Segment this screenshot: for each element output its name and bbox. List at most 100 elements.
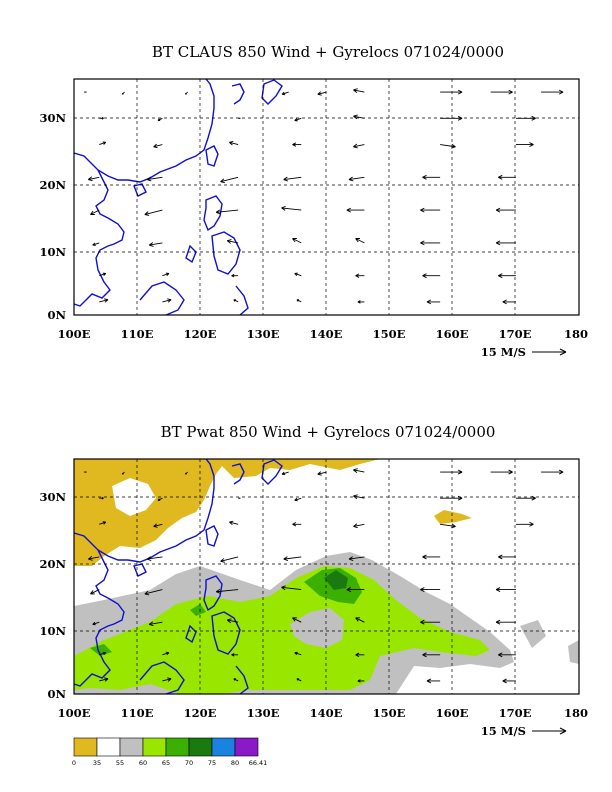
coastline-taiwan [205, 145, 219, 167]
wind-arrow [99, 272, 107, 277]
wind-arrow [215, 588, 239, 594]
wind-arrow [148, 621, 163, 627]
wind-arrow [495, 240, 516, 246]
wind-arrow [162, 272, 170, 277]
wind-arrow [498, 174, 516, 180]
wind-arrow [90, 209, 100, 215]
coastline-asia [74, 79, 215, 183]
colorbar-tick-label: 35 [93, 759, 101, 767]
x-tick-label: 100E [58, 327, 91, 341]
wind-arrow [281, 205, 302, 211]
x-tick-label: 120E [184, 327, 217, 341]
coastline-layer [74, 459, 283, 694]
wind-arrow [157, 497, 163, 501]
wind-arrow [144, 589, 163, 596]
wind-arrow [422, 554, 441, 560]
colorbar-tick-label: 55 [116, 759, 124, 767]
wind-vectors [84, 468, 564, 684]
wind-arrow [99, 521, 107, 525]
pwat-fill-green-light-hole [290, 608, 344, 648]
x-tick-label: 180 [564, 327, 588, 341]
wind-arrow [146, 176, 163, 182]
wind-arrow [84, 471, 87, 473]
wind-arrow [220, 176, 239, 184]
wind-arrow [502, 299, 516, 305]
colorbar-swatch [234, 737, 259, 757]
colorbar-swatch [142, 737, 167, 757]
wind-arrow [355, 238, 365, 244]
wind-arrow [490, 469, 513, 475]
wind-arrow [296, 678, 302, 682]
chart-title: BT CLAUS 850 Wind + Gyrelocs 071024/0000 [152, 43, 504, 61]
wind-arrow [229, 141, 239, 146]
wind-arrow [541, 469, 564, 475]
colorbar-tick-label: 66.41 [249, 759, 268, 767]
wind-arrow [440, 523, 456, 529]
wind-arrow [515, 142, 534, 147]
y-tick-label: 0N [47, 687, 66, 701]
coastline-borneo [139, 661, 249, 694]
wind-arrow [502, 678, 516, 684]
colorbar-tick-label: 65 [162, 759, 170, 767]
wind-arrow [420, 207, 441, 213]
colorbar-tick-label: 75 [208, 759, 216, 767]
reference-arrow-head [559, 727, 567, 735]
wind-arrow [184, 91, 188, 95]
wind-arrow [281, 91, 289, 96]
wind-arrow [226, 239, 239, 244]
pwat-fill-dry-patch [434, 510, 472, 524]
wind-arrow [231, 653, 239, 657]
wind-arrow [426, 299, 441, 305]
wind-arrow [144, 209, 163, 216]
wind-arrow [357, 679, 365, 683]
x-tick-label: 150E [373, 327, 406, 341]
reference-vector: 15 M/S [481, 724, 567, 738]
wind-arrow [495, 587, 516, 592]
wind-arrow [215, 209, 239, 215]
wind-arrow [317, 91, 327, 96]
wind-arrow [184, 471, 188, 475]
wind-arrow [148, 242, 163, 247]
x-tick-label: 130E [247, 706, 280, 720]
coastline-korea-japan [231, 459, 283, 485]
wind-arrow [422, 174, 441, 180]
pwat-fill-dry [74, 459, 380, 566]
colorbar-swatch [188, 737, 213, 757]
wind-arrow [99, 496, 104, 500]
colorbar: 0 35 55 60 65 70 75 80 66.41 [72, 737, 268, 767]
panel-claus-wind: BT CLAUS 850 Wind + Gyrelocs 071024/0000 [39, 43, 588, 359]
wind-arrow [233, 299, 239, 303]
y-tick-label: 10N [39, 624, 66, 638]
colorbar-tick-label: 0 [72, 759, 76, 767]
y-axis: 30N 20N 10N 0N [39, 490, 66, 701]
x-tick-label: 160E [436, 327, 469, 341]
colorbar-swatch [73, 737, 98, 757]
wind-arrow [498, 554, 516, 560]
y-tick-label: 20N [39, 178, 66, 192]
wind-arrow [92, 621, 100, 626]
coastline-luzon [203, 575, 223, 612]
wind-arrow [226, 618, 239, 624]
wind-arrow [87, 176, 100, 182]
x-tick-label: 160E [436, 706, 469, 720]
wind-arrow [420, 619, 441, 625]
wind-vectors [84, 88, 564, 305]
panel-pwat-wind: BT Pwat 850 Wind + Gyrelocs 071024/0000 [39, 423, 588, 767]
wind-arrow [353, 523, 365, 529]
coastline-borneo [139, 281, 249, 315]
x-tick-label: 180 [564, 706, 588, 720]
wind-arrow [498, 273, 516, 279]
wind-arrow [283, 176, 302, 182]
wind-arrow [422, 273, 441, 279]
wind-arrow [162, 298, 172, 303]
wind-arrow [440, 469, 463, 475]
coastline-layer [74, 79, 283, 315]
wind-arrow [420, 240, 441, 246]
wind-arrow [292, 617, 302, 623]
x-tick-label: 150E [373, 706, 406, 720]
wind-arrow [281, 585, 302, 591]
colorbar-swatch [96, 737, 121, 757]
wind-arrow [294, 272, 302, 277]
wind-arrow [99, 677, 109, 682]
wind-arrow [515, 495, 536, 501]
